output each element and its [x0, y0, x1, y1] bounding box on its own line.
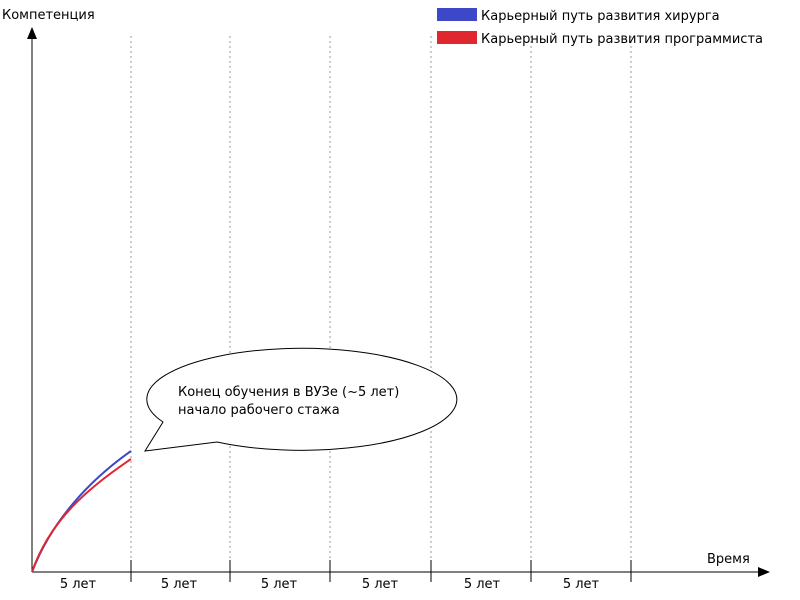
x-segment-labels: 5 лет 5 лет 5 лет 5 лет 5 лет 5 лет [60, 577, 600, 592]
x-segment-label: 5 лет [464, 577, 501, 592]
x-segment-label: 5 лет [563, 577, 600, 592]
legend-label-surgeon: Карьерный путь развития хирурга [481, 9, 720, 24]
legend-swatch-programmer [437, 31, 477, 44]
x-axis-ticks [130, 560, 632, 582]
grid-lines [130, 36, 632, 570]
y-axis-label: Компетенция [2, 8, 95, 23]
callout-bubble: Конец обучения в ВУЗе (~5 лет) начало ра… [144, 347, 458, 452]
programmer-curve [31, 458, 132, 573]
x-axis-label: Время [707, 552, 750, 567]
x-segment-label: 5 лет [261, 577, 298, 592]
legend-swatch-surgeon [437, 8, 477, 21]
legend-label-programmer: Карьерный путь развития программиста [481, 32, 763, 47]
callout-line-2: начало рабочего стажа [178, 403, 340, 418]
x-segment-label: 5 лет [362, 577, 399, 592]
legend: Карьерный путь развития хирурга Карьерны… [437, 8, 763, 47]
x-axis-arrow-icon [758, 567, 770, 577]
x-segment-label: 5 лет [60, 577, 97, 592]
callout-shape [144, 347, 458, 452]
y-axis-arrow-icon [27, 27, 37, 39]
x-segment-label: 5 лет [161, 577, 198, 592]
callout-line-1: Конец обучения в ВУЗе (~5 лет) [178, 385, 399, 400]
